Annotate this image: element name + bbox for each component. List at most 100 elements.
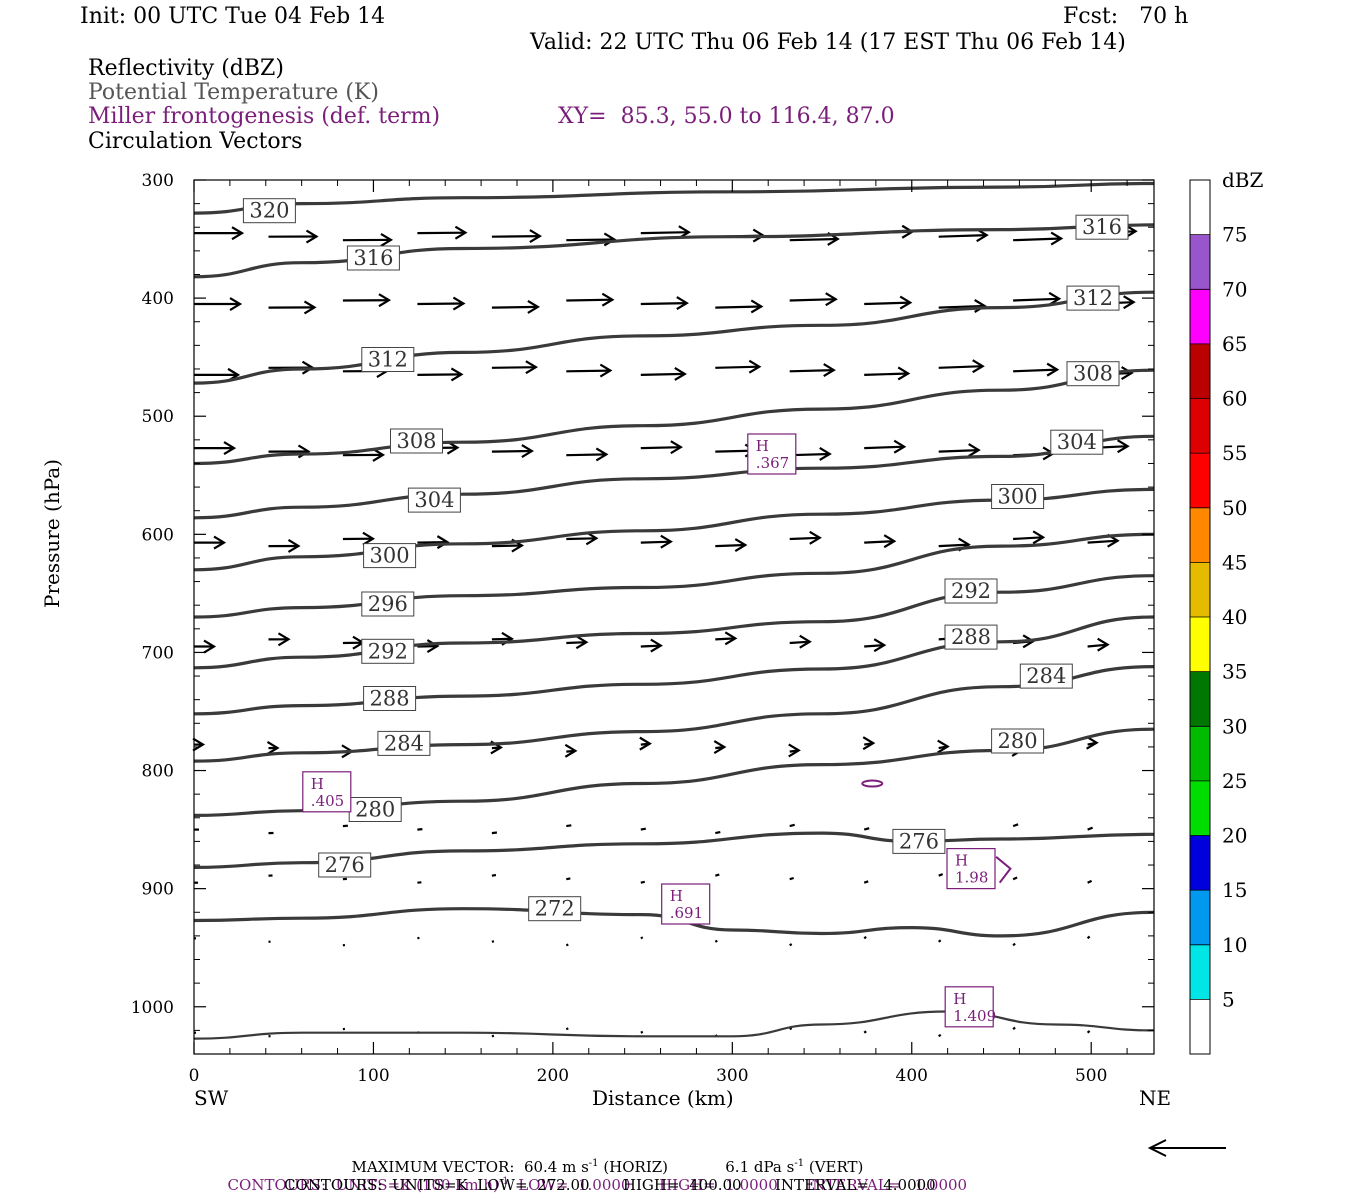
circulation-vector — [789, 823, 795, 828]
miller-high-box-4 — [944, 986, 994, 1028]
max-vector-vert: 6.1 dPa s — [725, 1158, 795, 1176]
circulation-vector — [640, 1030, 644, 1034]
circulation-vector — [788, 743, 801, 758]
circulation-vector — [342, 232, 394, 247]
max-vector-horiz: 60.4 m s — [523, 1158, 589, 1176]
circulation-vector — [192, 737, 206, 752]
circulation-vector — [789, 363, 836, 378]
max-vector-vert-tail: (VERT) — [804, 1158, 864, 1176]
theta-contour-312 — [193, 290, 1155, 385]
circulation-vector — [566, 232, 617, 247]
colorbar-swatch-3 — [1190, 835, 1210, 891]
colorbar-swatch-7 — [1190, 617, 1210, 672]
circulation-vector — [938, 443, 981, 458]
theta-label-272-0: 272 — [535, 897, 575, 921]
colorbar-tick-label-25: 25 — [1222, 769, 1247, 793]
miller-high-value-3: 1.98 — [955, 869, 988, 887]
circulation-vector — [417, 296, 466, 311]
init-time: Init: 00 UTC Tue 04 Feb 14 — [80, 4, 386, 29]
circulation-vector — [1086, 1030, 1091, 1034]
circulation-vector — [938, 873, 944, 877]
circulation-vector — [640, 638, 663, 653]
circulation-vector — [640, 534, 673, 549]
theta-contour-labels: 320 316 316 312 312 308 308 304 304 300 300 296 292 2… — [242, 198, 1129, 922]
theta-contour-292 — [193, 574, 1155, 670]
circulation-vector — [566, 292, 615, 307]
x-end-label-sw: SW — [194, 1086, 229, 1110]
circulation-vector — [491, 444, 535, 458]
circulation-vector — [342, 447, 386, 462]
colorbar-tick-label-50: 50 — [1222, 496, 1247, 520]
miller-small-contour — [861, 779, 884, 788]
circulation-vector — [1087, 879, 1093, 884]
max-vector-horiz-exp: -1 — [588, 1158, 599, 1169]
theta-label-box-276-0 — [318, 852, 372, 878]
circulation-vector — [1013, 362, 1060, 377]
x-tick-label-400: 400 — [896, 1066, 928, 1086]
circulation-vector — [417, 367, 464, 382]
theta-label-316-1: 316 — [1082, 215, 1122, 239]
max-vector-label: MAXIMUM VECTOR: — [351, 1158, 515, 1176]
colorbar-tick-label-55: 55 — [1222, 441, 1247, 465]
theta-contour-296 — [193, 532, 1155, 619]
miller-high-letter-3: H — [955, 852, 968, 870]
y-tick-label-800: 800 — [142, 762, 174, 782]
dbz-colorbar: 5 10 15 20 25 30 35 40 45 50 55 60 65 70 75 — [1189, 179, 1247, 1055]
circulation-vector — [268, 632, 291, 647]
colorbar-swatch-6 — [1190, 671, 1210, 727]
circulation-vector — [1087, 826, 1093, 831]
circulation-vector — [715, 299, 764, 314]
circulation-vector — [566, 447, 609, 462]
circulation-vector — [1012, 942, 1016, 947]
circulation-vector — [715, 359, 762, 374]
colorbar-swatch-1 — [1190, 944, 1210, 1000]
circulation-vector — [789, 634, 812, 649]
forecast-hour: Fcst: 70 h — [1063, 4, 1189, 29]
theta-label-box-316-1 — [1075, 214, 1129, 240]
circulation-vector — [268, 539, 301, 553]
footer-contours-theta: CONTOURS: UNITS=K LOW= 272.00 HIGH= 400.… — [284, 1176, 936, 1194]
theta-label-box-312-1 — [1066, 285, 1120, 311]
theta-contour-284 — [193, 665, 1155, 763]
footer-contours-miller: CONTOURS: UNITS=K (100 km h)-1 LOW= 1.00… — [218, 1158, 968, 1194]
theta-label-box-272-0 — [528, 896, 582, 922]
circulation-vector — [789, 943, 793, 947]
theta-label-300-0: 300 — [370, 544, 410, 568]
x-axis-label: Distance (km) — [592, 1086, 734, 1110]
circulation-vector — [862, 736, 876, 751]
circulation-vector — [863, 827, 870, 831]
theta-label-276-1: 276 — [899, 829, 939, 853]
circulation-vector — [938, 939, 942, 943]
colorbar-tick-label-15: 15 — [1222, 878, 1247, 902]
miller-contour-edge — [995, 856, 1012, 884]
axes: 300 400 500 600 700 800 900 1000 0 100 200 300 400 50… — [131, 171, 1154, 1086]
circulation-vector — [640, 367, 687, 381]
miller-high-letter-2: H — [670, 887, 683, 905]
theta-label-284-1: 284 — [1026, 664, 1066, 688]
circulation-vector — [938, 299, 987, 313]
circulation-vector — [565, 1027, 569, 1031]
plot-frame — [193, 179, 1155, 1055]
theta-label-box-288-1 — [944, 624, 998, 650]
miller-high-box-0 — [747, 433, 797, 475]
miller-high-letter-4: H — [953, 990, 966, 1008]
x-tick-label-0: 0 — [189, 1066, 200, 1086]
circulation-vector — [564, 743, 578, 758]
theta-contour-320 — [193, 181, 1155, 215]
miller-high-letter-1: H — [311, 775, 324, 793]
circulation-vector — [491, 360, 539, 375]
circulation-vector — [863, 880, 869, 884]
miller-high-value-2: .691 — [670, 904, 703, 922]
y-tick-label-600: 600 — [142, 525, 174, 545]
theta-contour-272 — [193, 907, 1155, 938]
theta-label-304-1: 304 — [1057, 430, 1097, 454]
circulation-vector — [715, 831, 721, 835]
circulation-vector — [491, 299, 541, 314]
theta-label-box-300-0 — [363, 543, 417, 569]
theta-label-320-0: 320 — [249, 199, 289, 223]
colorbar-swatch-5 — [1190, 726, 1210, 781]
circulation-vector — [194, 441, 237, 456]
circulation-vector — [938, 359, 985, 374]
